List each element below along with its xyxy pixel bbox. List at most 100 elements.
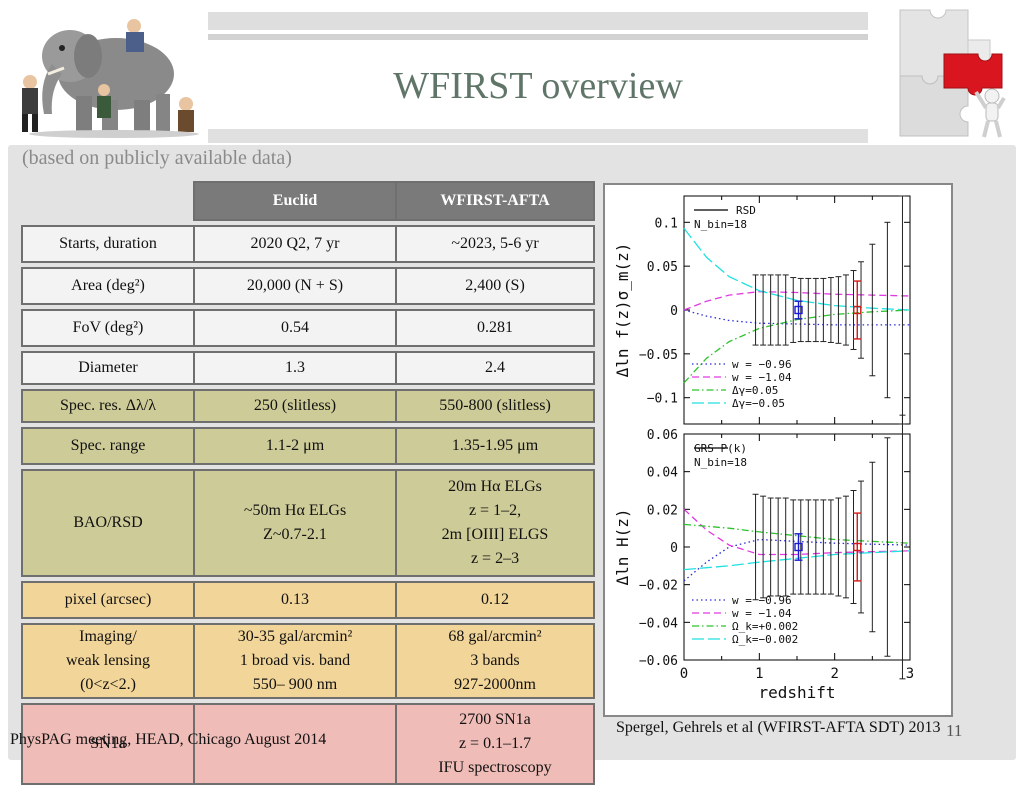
euclid-value: 2020 Q2, 7 yr <box>193 225 397 263</box>
y-tick-label: −0.04 <box>639 616 678 631</box>
y-tick-label: 0 <box>670 304 678 319</box>
table-header-corner <box>22 182 194 220</box>
legend-entry: Ω_k=+0.002 <box>732 620 798 633</box>
legend-subtitle: N_bin=18 <box>694 218 747 231</box>
euclid-value: 1.3 <box>193 351 397 385</box>
legend-title: GRS P(k) <box>694 442 747 455</box>
cell-line: 550-800 (slitless) <box>439 397 551 414</box>
cell-line: 1.1-2 μm <box>265 437 325 454</box>
title-band-bottom <box>208 129 868 143</box>
table-row: Area (deg²) 20,000 (N + S) 2,400 (S) <box>21 267 595 305</box>
y-axis-label: Δln H(z) <box>613 508 632 585</box>
legend-entry: Δγ=−0.05 <box>732 397 785 410</box>
cell-line: 20,000 (N + S) <box>246 277 344 294</box>
cell-line: pixel (arcsec) <box>64 591 152 608</box>
column-header-wfirst: WFIRST-AFTA <box>395 181 595 221</box>
euclid-value: 0.54 <box>193 309 397 347</box>
table-row: pixel (arcsec) 0.13 0.12 <box>21 581 595 619</box>
cell-line: 1.3 <box>285 359 305 376</box>
euclid-value: 0.13 <box>193 581 397 619</box>
puzzle-figure-illustration <box>899 9 1006 138</box>
series-line <box>683 550 911 571</box>
cell-line: 20m Hα ELGs <box>448 478 542 495</box>
cell-line: 1 broad vis. band <box>239 652 351 669</box>
cell-line: Spec. range <box>70 437 146 454</box>
footer-text: PhysPAG meeting, HEAD, Chicago August 20… <box>10 731 327 748</box>
wfirst-value: 2,400 (S) <box>395 267 595 305</box>
cell-line: 0.281 <box>477 319 513 336</box>
row-label: Area (deg²) <box>21 267 195 305</box>
cell-line: z = 1–2, <box>468 502 522 519</box>
cell-line: (0<z<2.) <box>80 676 136 693</box>
euclid-value: 30-35 gal/arcmin² 1 broad vis. band 550– 9… <box>193 623 397 699</box>
cell-line: 2700 SN1a <box>459 711 531 728</box>
cell-line: 3 bands <box>470 652 520 669</box>
x-tick-label: 0 <box>680 666 688 682</box>
y-tick-label: 0.05 <box>647 260 678 275</box>
y-tick-label: −0.1 <box>647 392 678 407</box>
y-tick-label: −0.06 <box>639 654 678 669</box>
table-row: Diameter 1.3 2.4 <box>21 351 595 385</box>
legend-entry: w = −0.96 <box>732 358 792 371</box>
cell-line: FoV (deg²) <box>72 319 144 336</box>
figure-caption: Spergel, Gehrels et al (WFIRST-AFTA SDT)… <box>616 719 941 736</box>
cell-line: Area (deg²) <box>71 277 145 294</box>
table-row: Starts, duration 2020 Q2, 7 yr ~2023, 5-6 … <box>21 225 595 263</box>
row-label: Imaging/weak lensing (0<z<2.) <box>21 623 195 699</box>
cell-line: 0.54 <box>281 319 309 336</box>
legend-subtitle: N_bin=18 <box>694 456 747 469</box>
cell-line: 30-35 gal/arcmin² <box>237 628 353 645</box>
row-label: Spec. range <box>21 427 195 465</box>
row-label: pixel (arcsec) <box>21 581 195 619</box>
table-row: Spec. range 1.1-2 μm 1.35-1.95 μm <box>21 427 595 465</box>
cell-line: SN1a <box>90 735 126 752</box>
table-row: FoV (deg²) 0.54 0.281 <box>21 309 595 347</box>
table-header-row: Euclid WFIRST-AFTA <box>22 181 595 221</box>
table-row: Imaging/weak lensing (0<z<2.) 30-35 gal/ar… <box>21 623 595 699</box>
wfirst-value: ~2023, 5-6 yr <box>395 225 595 263</box>
series-line <box>683 538 911 582</box>
series-line <box>683 309 910 326</box>
y-tick-label: 0.02 <box>647 503 678 518</box>
cell-line: 250 (slitless) <box>253 397 337 414</box>
series-line <box>683 290 911 311</box>
cell-line: 2020 Q2, 7 yr <box>250 235 340 252</box>
row-label: Diameter <box>21 351 195 385</box>
cell-line: BAO/RSD <box>73 514 143 531</box>
euclid-value: 20,000 (N + S) <box>193 267 397 305</box>
cell-line: 2.4 <box>485 359 505 376</box>
wfirst-value: 2700 SN1a z = 0.1–1.7 IFU spectroscopy <box>395 703 595 785</box>
elephant-illustration <box>22 19 199 138</box>
slide-number: 11 <box>946 721 963 740</box>
cell-line: 0.13 <box>281 591 309 608</box>
cell-line: 1.35-1.95 μm <box>451 437 539 454</box>
highlight-point <box>794 305 803 315</box>
wfirst-value: 550-800 (slitless) <box>395 389 595 423</box>
legend-entry: w = −1.04 <box>732 371 792 384</box>
title-band <box>208 12 868 30</box>
row-label: FoV (deg²) <box>21 309 195 347</box>
wfirst-value: 20m Hα ELGs z = 1–2, 2m [OIII] ELGS z = 2–3 <box>395 469 595 577</box>
cell-line: Starts, duration <box>59 235 157 252</box>
legend-title: RSD <box>736 204 756 217</box>
series-line <box>683 309 911 384</box>
legend-entry: w = −1.04 <box>732 607 792 620</box>
y-tick-label: 0.1 <box>655 216 678 231</box>
x-tick-label: 3 <box>906 666 914 682</box>
cell-line: z = 2–3 <box>470 550 520 567</box>
y-tick-label: −0.02 <box>639 579 678 594</box>
y-axis-label: Δln f(z)σ_m(z) <box>613 243 632 378</box>
y-tick-label: 0 <box>670 541 678 556</box>
row-label: BAO/RSD <box>21 469 195 577</box>
wfirst-value: 2.4 <box>395 351 595 385</box>
highlight-point <box>853 305 862 315</box>
series-line <box>683 508 911 556</box>
cell-line: 2,400 (S) <box>465 277 525 294</box>
x-tick-label: 2 <box>830 666 838 682</box>
legend-entry: Ω_k=−0.002 <box>732 633 798 646</box>
legend-entry: Δγ=0.05 <box>732 384 778 397</box>
euclid-value: 1.1-2 μm <box>193 427 397 465</box>
cell-line: 2m [OIII] ELGS <box>441 526 549 543</box>
cell-line: 0.12 <box>481 591 509 608</box>
